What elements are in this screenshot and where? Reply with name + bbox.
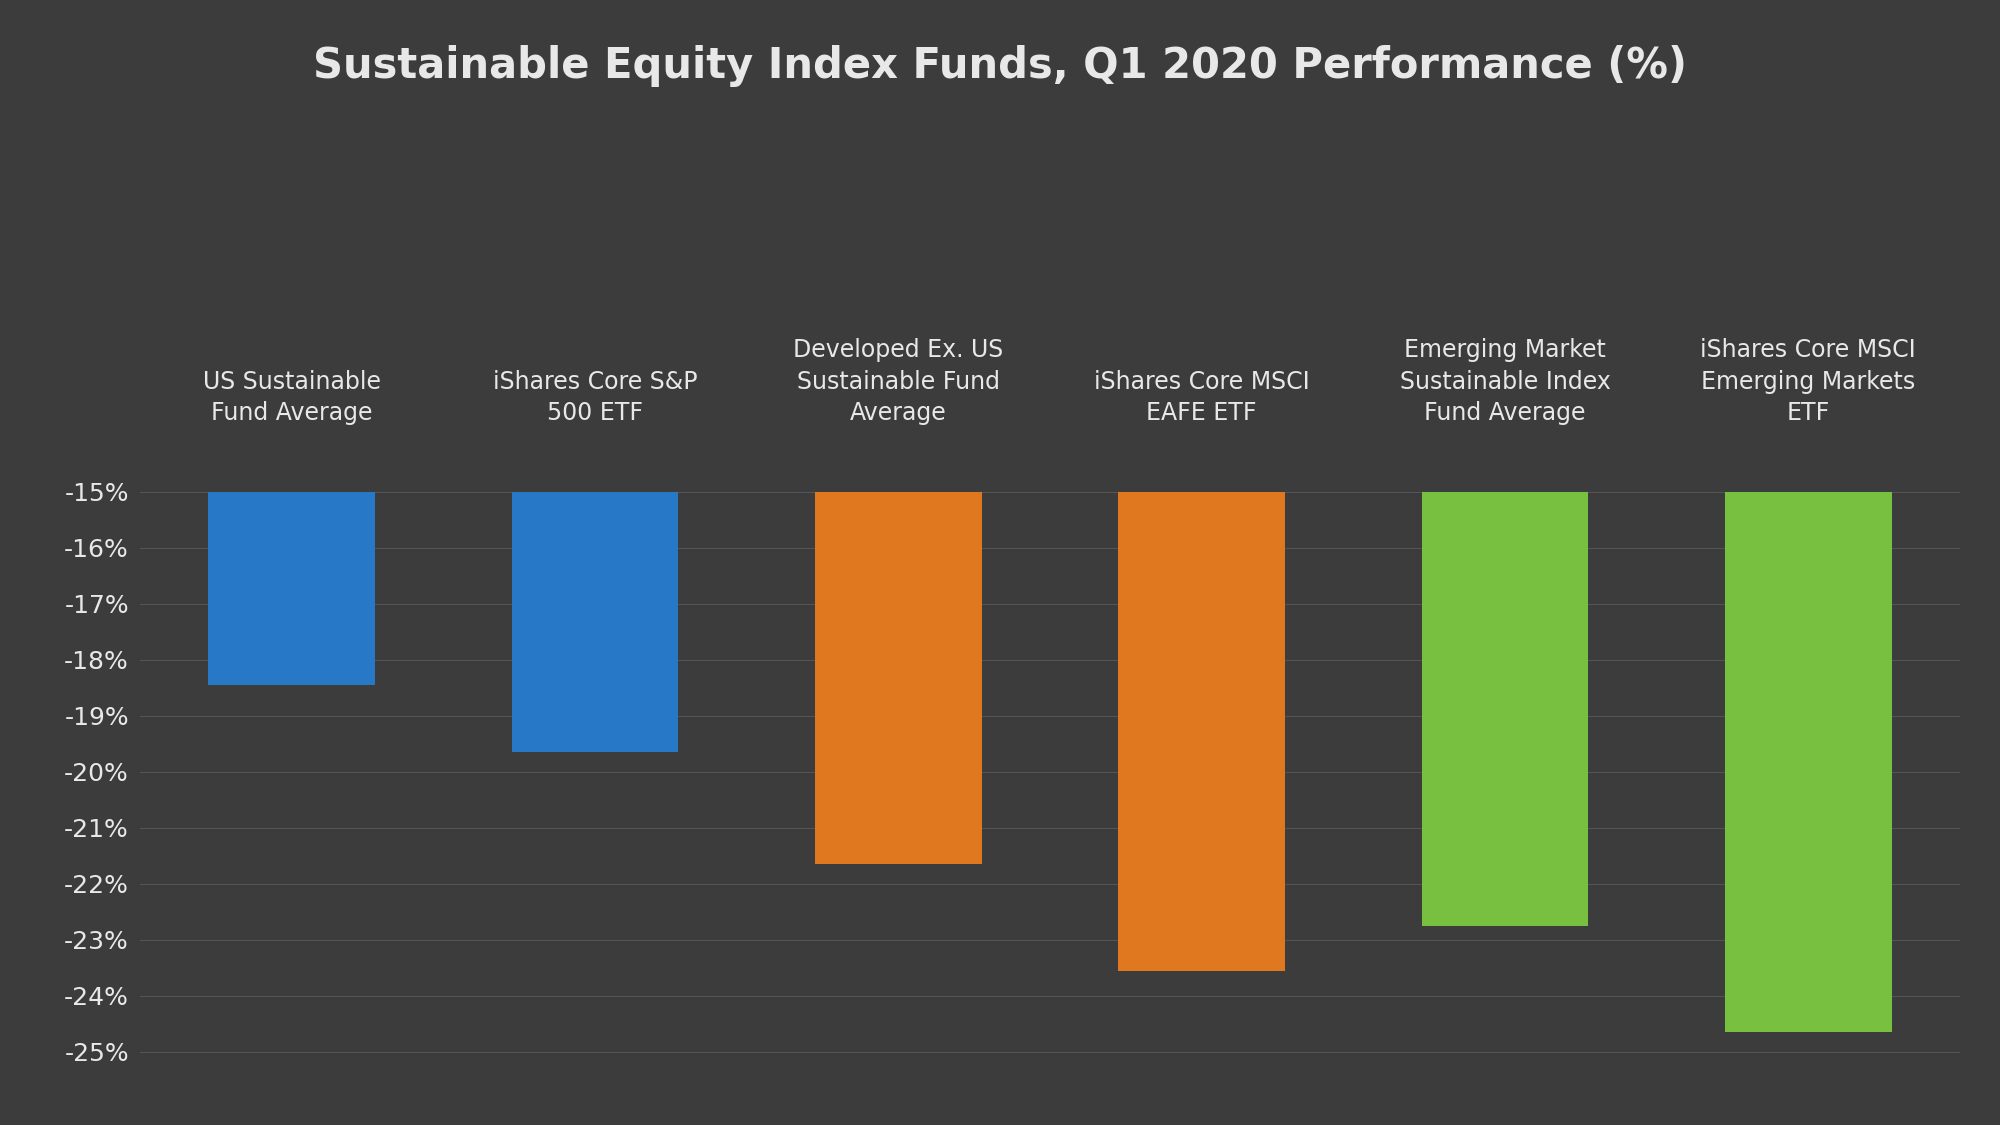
Bar: [208, 492, 376, 685]
Text: iShares Core MSCI
EAFE ETF: iShares Core MSCI EAFE ETF: [1094, 370, 1310, 425]
Text: US Sustainable
Fund Average: US Sustainable Fund Average: [202, 370, 380, 425]
Bar: [1118, 492, 1286, 971]
Text: iShares Core S&P
500 ETF: iShares Core S&P 500 ETF: [492, 370, 698, 425]
Text: Emerging Market
Sustainable Index
Fund Average: Emerging Market Sustainable Index Fund A…: [1400, 339, 1610, 425]
Bar: [512, 492, 678, 753]
Text: Sustainable Equity Index Funds, Q1 2020 Performance (%): Sustainable Equity Index Funds, Q1 2020 …: [312, 45, 1688, 87]
Text: Developed Ex. US
Sustainable Fund
Average: Developed Ex. US Sustainable Fund Averag…: [794, 339, 1004, 425]
Bar: [814, 492, 982, 864]
Bar: [1422, 492, 1588, 926]
Bar: [1724, 492, 1892, 1033]
Text: iShares Core MSCI
Emerging Markets
ETF: iShares Core MSCI Emerging Markets ETF: [1700, 339, 1916, 425]
